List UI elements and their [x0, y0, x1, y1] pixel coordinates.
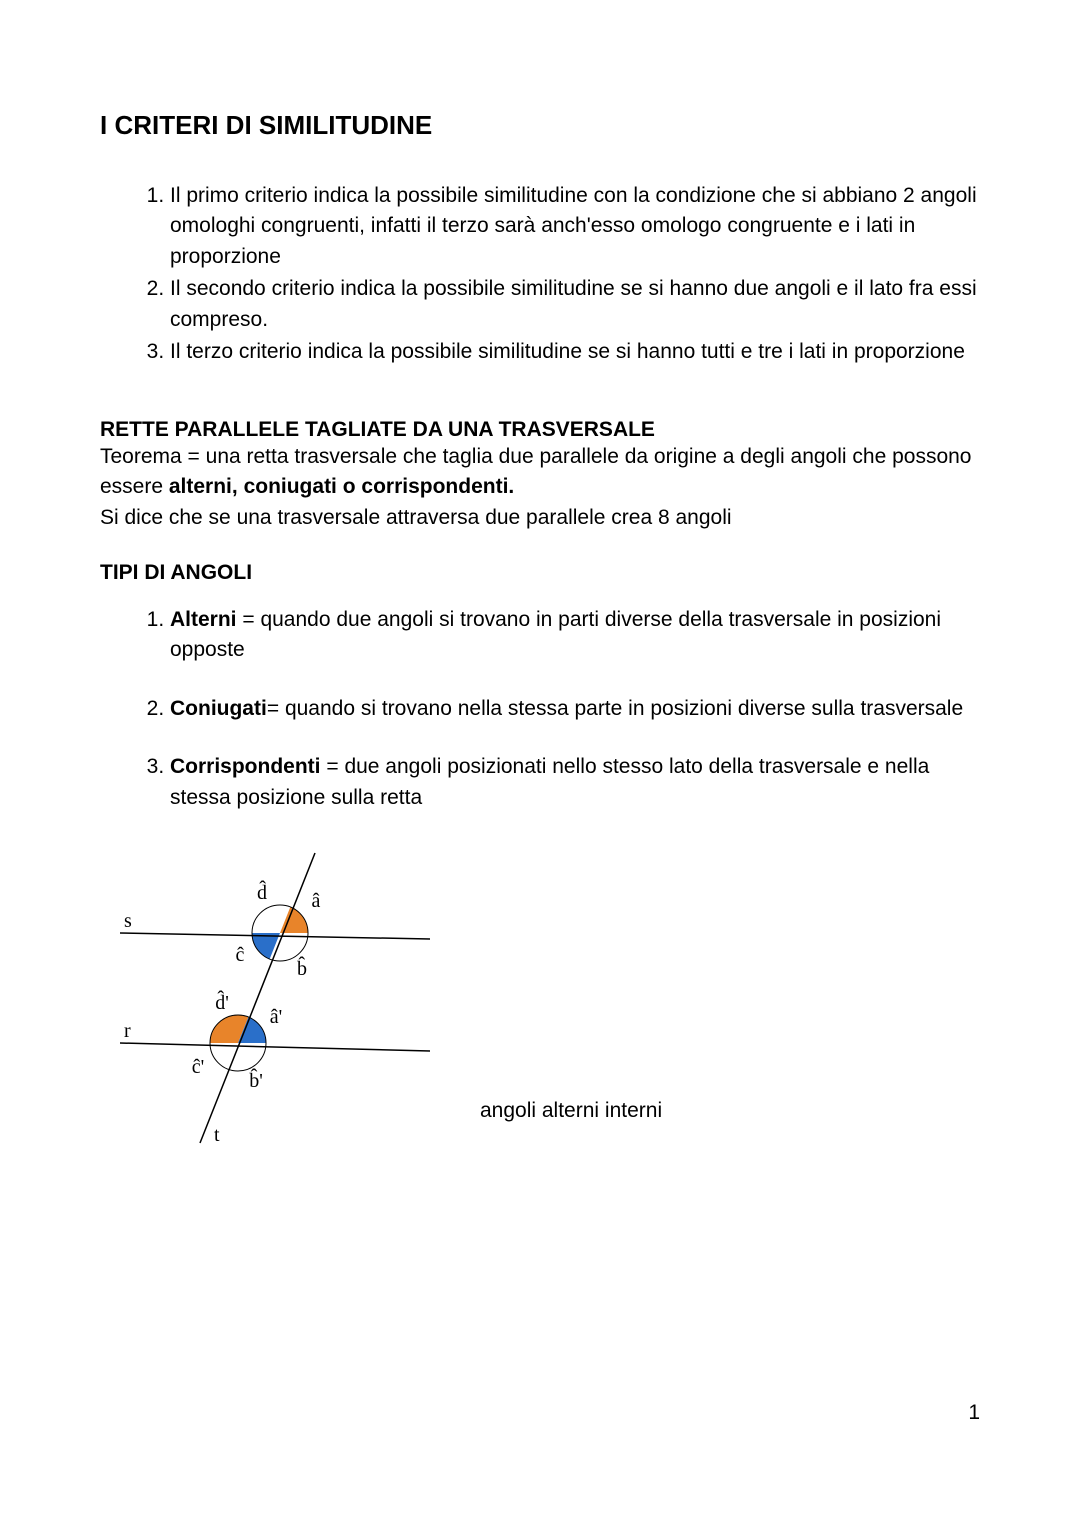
- angle-type-item: Coniugati= quando si trovano nella stess…: [170, 694, 980, 724]
- svg-text:â': â': [270, 1006, 282, 1028]
- angle-sep: =: [321, 755, 345, 778]
- svg-text:b̂: b̂: [297, 955, 307, 980]
- svg-text:ĉ': ĉ': [192, 1056, 204, 1078]
- svg-text:t: t: [214, 1124, 220, 1146]
- diagram-caption: angoli alterni interni: [480, 1099, 662, 1153]
- svg-text:b̂': b̂': [249, 1067, 263, 1092]
- theorem-bold: alterni, coniugati o corrispondenti.: [169, 475, 514, 498]
- angle-term: Coniugati: [170, 697, 267, 720]
- svg-text:d̂: d̂: [257, 879, 267, 904]
- criteria-item: Il terzo criterio indica la possibile si…: [170, 337, 980, 367]
- svg-text:ĉ: ĉ: [236, 944, 245, 966]
- angle-desc: quando si trovano nella stessa parte in …: [285, 697, 963, 720]
- parallel-lines-diagram: s r t d̂ â ĉ b̂ d̂' â' ĉ' b̂': [100, 843, 440, 1153]
- criteria-item: Il primo criterio indica la possibile si…: [170, 181, 980, 272]
- criteria-list: Il primo criterio indica la possibile si…: [100, 181, 980, 368]
- diagram-row: s r t d̂ â ĉ b̂ d̂' â' ĉ' b̂' angoli alterni inter…: [100, 843, 980, 1153]
- criteria-item: Il secondo criterio indica la possibile …: [170, 274, 980, 335]
- angle-types-list: Alterni = quando due angoli si trovano i…: [100, 605, 980, 813]
- theorem-paragraph: Teorema = una retta trasversale che tagl…: [100, 442, 980, 533]
- section-heading-angletypes: TIPI DI ANGOLI: [100, 561, 980, 585]
- angle-term: Corrispondenti: [170, 755, 321, 778]
- page-number: 1: [968, 1401, 980, 1425]
- page-title: I CRITERI DI SIMILITUDINE: [100, 110, 980, 141]
- angle-term: Alterni: [170, 608, 237, 631]
- angle-sep: =: [237, 608, 261, 631]
- theorem-after: Si dice che se una trasversale attravers…: [100, 506, 732, 529]
- svg-text:d̂': d̂': [215, 989, 229, 1014]
- section-heading-parallel: RETTE PARALLELE TAGLIATE DA UNA TRASVERS…: [100, 418, 980, 442]
- svg-text:â: â: [312, 890, 321, 912]
- angle-type-item: Alterni = quando due angoli si trovano i…: [170, 605, 980, 666]
- angle-sep: =: [267, 697, 285, 720]
- angle-desc: quando due angoli si trovano in parti di…: [170, 608, 941, 661]
- svg-text:r: r: [124, 1020, 131, 1042]
- angle-type-item: Corrispondenti = due angoli posizionati …: [170, 752, 980, 813]
- svg-text:s: s: [124, 910, 132, 932]
